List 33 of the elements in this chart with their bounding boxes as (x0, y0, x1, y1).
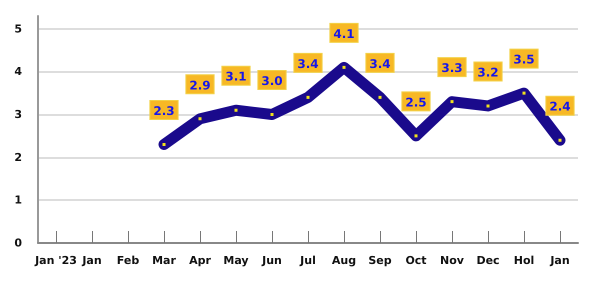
x-tick-label: Hol (514, 254, 534, 267)
data-label: 3.1 (225, 70, 247, 84)
x-tick-label: Dec (476, 254, 500, 267)
data-label: 2.9 (189, 78, 211, 92)
x-tick-label: Aug (332, 254, 356, 267)
x-tick-label: Jul (299, 254, 316, 267)
data-label: 3.5 (513, 52, 535, 67)
x-tick-label: Jan (81, 254, 102, 267)
x-tick-label: Jan '23 (34, 254, 77, 267)
data-label: 2.5 (405, 95, 427, 110)
x-tick-label: Sep (368, 254, 392, 267)
x-tick-label: Feb (116, 254, 140, 267)
data-label: 3.0 (261, 74, 283, 88)
y-tick-label: 4 (14, 65, 22, 78)
x-tick-label: May (223, 254, 249, 267)
data-label: 4.1 (333, 26, 355, 41)
x-tick-label: Mar (152, 254, 176, 267)
x-tick-label: Jan (549, 254, 570, 267)
data-label: 2.4 (549, 100, 571, 114)
y-tick-label: 3 (14, 108, 22, 122)
data-label: 3.4 (297, 56, 319, 71)
x-tick-label: Oct (405, 254, 427, 267)
y-tick-label: 2 (14, 150, 22, 164)
y-tick-label: 1 (14, 194, 22, 207)
y-tick-label: 5 (14, 22, 22, 36)
x-tick-label: Apr (189, 254, 212, 267)
x-tick-label: Nov (440, 254, 465, 267)
data-label: 3.3 (441, 61, 463, 76)
y-tick-label: 0 (14, 236, 22, 250)
data-label: 3.4 (369, 56, 391, 71)
data-label: 2.3 (153, 104, 175, 118)
data-label: 3.2 (477, 65, 499, 80)
x-tick-label: Jun (261, 254, 282, 267)
